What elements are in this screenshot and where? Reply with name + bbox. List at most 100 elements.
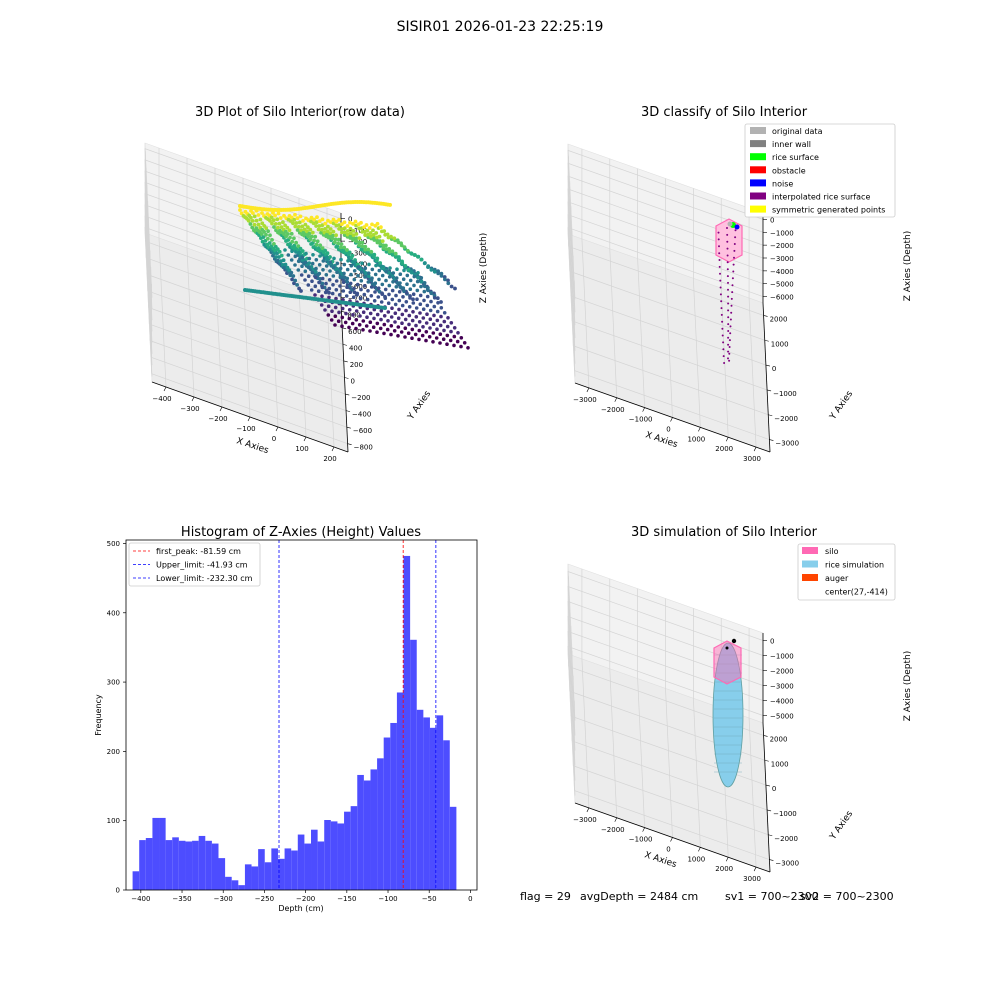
raw-scatter-point [251,211,255,216]
histogram-bar [132,871,140,890]
raw-scatter-point [391,280,395,284]
classify-point [720,307,723,310]
raw-scatter-point [335,261,340,266]
histogram-bar [377,758,384,890]
raw-scatter-point [429,299,433,304]
rice-simulation-body [712,642,744,788]
raw-scatter-point [379,309,384,313]
raw-scatter-point [320,294,324,299]
raw-scatter-point [393,302,398,307]
raw-scatter-point [422,281,427,285]
raw-scatter-point [415,297,419,302]
raw-scatter-point [446,316,450,320]
raw-scatter-point [418,311,422,315]
y-tick [767,809,772,812]
legend-swatch [802,547,818,554]
raw-scatter-point [408,278,413,283]
histogram-x-tick-label: −400 [131,895,150,903]
raw-scatter-point [292,243,297,248]
raw-scatter-point [405,248,410,253]
raw-scatter-point [385,232,390,237]
classify-point [720,313,723,316]
raw-scatter-point [435,327,439,332]
raw-scatter-point [352,277,357,282]
y-tick [343,360,348,363]
x-tick [219,406,223,412]
raw-scatter-point [314,258,319,262]
raw-scatter-point [308,227,313,232]
histogram-bar [198,835,206,890]
raw-scatter-point [331,233,335,238]
raw-scatter-point [379,225,383,230]
raw-scatter-point [276,211,281,216]
raw-scatter-point [363,266,368,271]
simulation-3d-panel: 3D simulation of Silo Interior −3000 −200… [567,525,913,883]
histogram-bar [205,840,212,890]
raw-scatter-point [338,275,343,280]
histogram-bar [330,821,338,890]
raw-scatter-point [378,239,382,244]
raw-scatter-point [387,275,392,279]
raw-scatter-point [313,284,318,289]
raw-scatter-point [349,272,353,277]
raw-scatter-point [333,314,338,319]
y-tick [346,426,351,429]
raw-scatter-point [321,259,326,263]
raw-scatter-point [291,221,295,226]
raw-scatter-point [323,290,328,295]
raw-scatter-point [307,256,312,261]
classify-point [730,311,733,314]
raw-scatter-point [432,296,437,300]
raw-scatter-point [293,254,298,258]
raw-scatter-point [336,241,341,246]
classify-3d-zlabel: Z Axies (Depth) [903,231,913,302]
raw-scatter-point [355,282,360,287]
grid-line-z [144,159,342,309]
y-tick [764,339,769,342]
classify-point [722,348,725,351]
raw-scatter-point [323,221,328,226]
z-tick-label: −4000 [770,698,794,706]
histogram-bar [238,885,245,890]
raw-scatter-point [380,273,385,278]
raw-scatter-point [380,282,385,287]
x-tick [698,427,701,432]
histogram-y-tick-label: 0 [116,887,120,895]
raw-3d-scatter [238,200,470,350]
raw-scatter-point [337,293,342,297]
raw-scatter-point [323,308,327,312]
raw-scatter-point [341,289,346,293]
histogram-xlabel: Depth (cm) [278,904,323,913]
z-tick-label: 0 [770,638,774,646]
classify-point [733,243,736,245]
raw-scatter-point [396,316,401,321]
raw-scatter-point [415,279,420,284]
raw-scatter-point [419,284,423,289]
raw-scatter-point [380,239,385,244]
legend-label: Lower_limit: -232.30 cm [156,574,253,583]
raw-scatter-point [371,228,375,233]
grid-line-x [748,298,757,448]
histogram-bar [337,823,345,890]
grid-line-x [693,278,701,428]
classify-point [727,357,729,360]
x-tick [725,437,729,442]
raw-scatter-point [397,290,402,294]
raw-scatter-point [416,271,420,275]
raw-scatter-point [353,260,357,264]
legend-swatch [750,205,766,213]
grid-line-z [567,175,764,326]
raw-scatter-point [328,255,332,259]
raw-scatter-point [310,270,315,275]
raw-scatter-point [296,268,301,272]
raw-scatter-point [356,265,361,269]
classify-point [732,263,735,266]
auger-point [731,638,737,644]
classify-point [717,238,720,241]
raw-scatter-point [366,247,371,252]
raw-scatter-point [466,346,470,350]
raw-scatter-point [394,285,399,289]
raw-scatter-point [392,329,397,333]
simulation-3d-title: 3D simulation of Silo Interior [631,525,818,540]
x-tick [247,416,251,422]
